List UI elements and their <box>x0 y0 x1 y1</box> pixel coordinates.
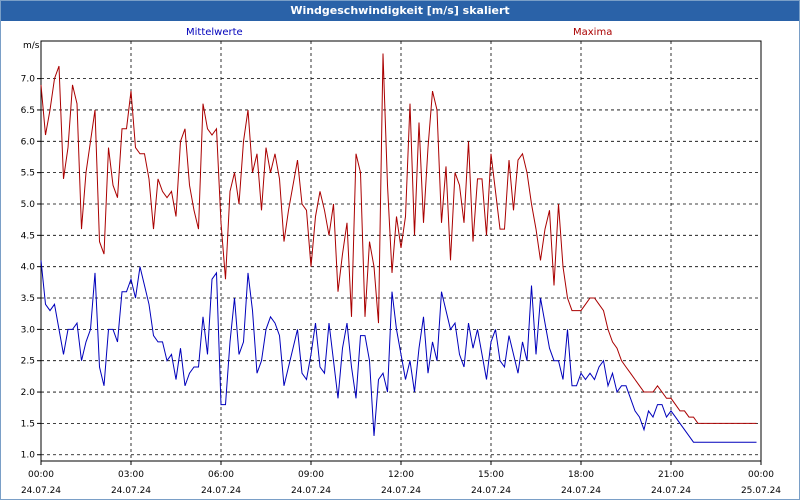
y-tick-label: 1.5 <box>21 419 35 429</box>
y-tick-label: 2.0 <box>21 388 36 398</box>
x-tick-date: 24.07.24 <box>651 486 691 496</box>
x-tick-time: 12:00 <box>388 470 414 480</box>
x-tick-time: 15:00 <box>478 470 504 480</box>
y-tick-label: 5.0 <box>21 200 36 210</box>
y-tick-label: 2.5 <box>21 357 35 367</box>
x-tick-time: 09:00 <box>298 470 324 480</box>
y-tick-label: 3.5 <box>21 294 35 304</box>
series-line-max <box>40 53 757 424</box>
x-tick-time: 18:00 <box>568 470 594 480</box>
y-tick-label: 3.0 <box>21 325 36 335</box>
x-tick-date: 24.07.24 <box>381 486 421 496</box>
x-tick-date: 24.07.24 <box>291 486 331 496</box>
x-tick-date: 25.07.24 <box>741 486 781 496</box>
x-tick-time: 21:00 <box>658 470 684 480</box>
x-tick-time: 06:00 <box>208 470 234 480</box>
y-tick-label: 4.0 <box>21 263 36 273</box>
y-tick-label: 6.0 <box>21 137 36 147</box>
x-tick-date: 24.07.24 <box>201 486 241 496</box>
x-tick-time: 03:00 <box>118 470 144 480</box>
legend-mean: Mittelwerte <box>186 27 243 38</box>
series-line-mean <box>40 260 757 443</box>
x-tick-date: 24.07.24 <box>471 486 511 496</box>
x-tick-date: 24.07.24 <box>21 486 61 496</box>
x-tick-time: 00:00 <box>28 470 54 480</box>
y-axis-unit: m/s <box>23 41 40 51</box>
y-tick-label: 6.5 <box>21 106 35 116</box>
y-tick-label: 1.0 <box>21 451 36 461</box>
y-tick-label: 5.5 <box>21 169 35 179</box>
x-tick-time: 00:00 <box>748 470 774 480</box>
window-title: Windgeschwindigkeit [m/s] skaliert <box>1 1 799 21</box>
y-tick-label: 7.0 <box>21 75 36 85</box>
legend-max: Maxima <box>573 27 613 38</box>
x-tick-date: 24.07.24 <box>561 486 601 496</box>
y-tick-label: 4.5 <box>21 231 35 241</box>
x-tick-date: 24.07.24 <box>111 486 151 496</box>
